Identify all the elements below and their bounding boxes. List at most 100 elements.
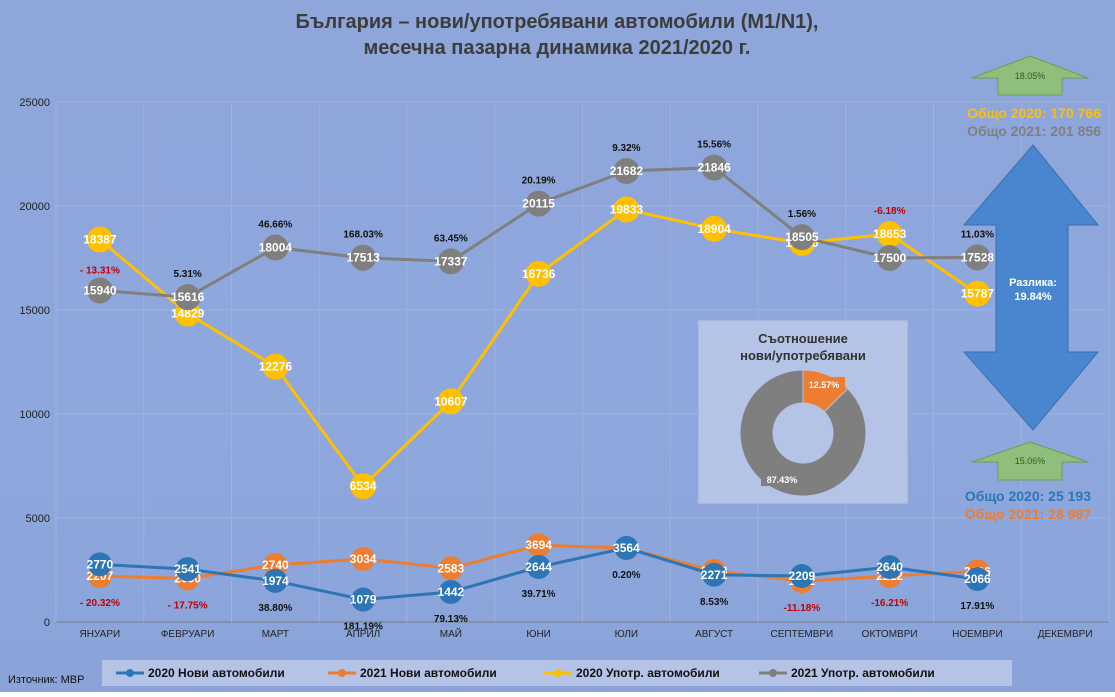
y-tick-label: 0 [44,617,50,629]
used-change-label: 9.32% [612,143,640,154]
x-tick-label: ФЕВРУАРИ [161,629,215,640]
x-tick-label: ОКТОМВРИ [862,629,918,640]
data-label-new2020: 2066 [964,572,991,586]
data-point-new2020 [877,555,902,580]
data-label-used2020: 18904 [697,222,731,236]
data-label-new2020: 2644 [525,560,552,574]
data-point-used2020 [876,221,903,248]
legend: 2020 Нови автомобили 2021 Нови автомобили… [116,666,935,680]
used-change-label: 1.56% [788,209,816,220]
data-point-used2021 [86,277,113,304]
data-label-used2021: 15616 [171,290,205,304]
data-point-used2021 [174,284,201,311]
x-tick-label: ЯНУАРИ [80,629,121,640]
data-point-used2021 [262,234,289,261]
new-change-label: 39.71% [522,589,556,600]
double-arrow-shape [962,144,1100,431]
arrow-up-used-label: 18.05% [1015,71,1046,81]
legend-swatch-marker [769,669,777,677]
total-used-2021: Общо 2021: 201 856 [967,123,1101,139]
data-point-used2020 [262,353,289,380]
data-point-used2020 [964,280,991,307]
new-change-label: 8.53% [700,597,728,608]
legend-label: 2021 Нови автомобили [360,666,497,680]
new-change-label: - 17.75% [168,601,208,612]
data-point-used2021 [350,244,377,271]
data-point-used2021 [437,248,464,275]
data-point-new2020 [526,555,551,580]
data-label-used2020: 12276 [259,360,293,374]
data-point-new2020 [965,567,990,592]
new-change-label: 181.19% [343,622,383,633]
percent-labels: - 13.31% 5.31% 46.66% 168.03% 63.45% 20.19% 9.… [80,140,995,633]
used-change-label: 20.19% [522,176,556,187]
used-change-label: 168.03% [343,230,383,241]
legend-label: 2020 Употр. автомобили [576,666,720,680]
legend-swatch-marker [126,669,134,677]
data-point-used2020 [701,215,728,242]
data-label-used2021: 17513 [346,251,380,265]
used-change-label: 11.03% [961,229,994,240]
data-point-new2021 [438,556,463,581]
donut-title-line1: Съотношение [758,331,848,346]
data-point-used2021 [613,158,640,185]
data-label-new2020: 2770 [87,557,114,571]
data-label-new2020: 2209 [789,569,816,583]
data-point-used2020 [437,388,464,415]
used-change-label: 46.66% [258,220,292,231]
used-change-label: -6.18% [874,206,906,217]
legend-swatch-marker [554,669,562,677]
data-label-new2021: 3034 [350,552,377,566]
source-note: Източник: МВР [8,674,84,686]
legend-label: 2020 Нови автомобили [148,666,285,680]
data-point-used2020 [613,196,640,223]
donut-chart: 12.57% 87.43% [739,369,867,497]
data-label-used2020: 18387 [83,233,117,247]
donut-label-box [803,377,845,391]
data-point-used2020 [525,260,552,287]
donut-title-line2: нови/употребявани [740,348,866,363]
data-label-used2021: 21846 [697,161,731,175]
data-label-used2020: 19833 [610,202,644,216]
x-tick-label: СЕПТЕМВРИ [771,629,834,640]
data-point-used2021 [525,190,552,217]
new-change-label: 79.13% [434,614,468,625]
new-change-label: 17.91% [960,601,994,612]
y-axis-ticks: 0 5000 10000 15000 20000 25000 [19,97,50,629]
difference-value: 19.84% [1014,291,1052,303]
data-label-new2020: 1442 [438,585,465,599]
data-label-new2020: 2541 [174,562,201,576]
donut-label-box [761,472,803,486]
new-change-label: 38.80% [258,603,292,614]
data-label-used2020: 6534 [350,479,377,493]
data-label-used2020: 10607 [434,394,468,408]
data-point-used2020 [350,473,377,500]
data-label-used2020: 15787 [961,287,995,301]
x-tick-label: ЮЛИ [615,629,638,640]
x-tick-label: АВГУСТ [695,629,733,640]
data-point-new2020 [702,562,727,587]
data-label-new2020: 1974 [262,574,289,588]
data-point-new2021 [351,546,376,571]
total-new-2021: Общо 2021: 28 987 [965,506,1091,522]
data-label-used2021: 17500 [873,251,907,265]
y-tick-label: 25000 [19,97,50,109]
data-label-used2020: 14829 [171,307,205,321]
data-point-used2021 [876,245,903,271]
data-label-new2020: 2640 [876,560,903,574]
data-label-new2020: 1079 [350,593,377,607]
data-point-used2020 [86,226,113,253]
used-change-label: 63.45% [434,233,468,244]
data-point-used2021 [964,244,991,271]
chart-title-line1: България – нови/употребявани автомобили … [296,11,819,33]
data-point-used2021 [701,154,728,181]
y-tick-label: 10000 [19,409,50,421]
arrow-up-used: 18.05% [971,55,1089,96]
x-tick-label: МАРТ [262,629,289,640]
donut-panel: Съотношение нови/употребявани 12.57% 87.4… [697,319,909,505]
data-label-new2020: 3564 [613,541,640,555]
data-point-new2020 [789,564,814,589]
new-change-label: -16.21% [871,598,908,609]
data-point-new2021 [526,533,551,558]
x-tick-label: МАЙ [440,627,462,640]
